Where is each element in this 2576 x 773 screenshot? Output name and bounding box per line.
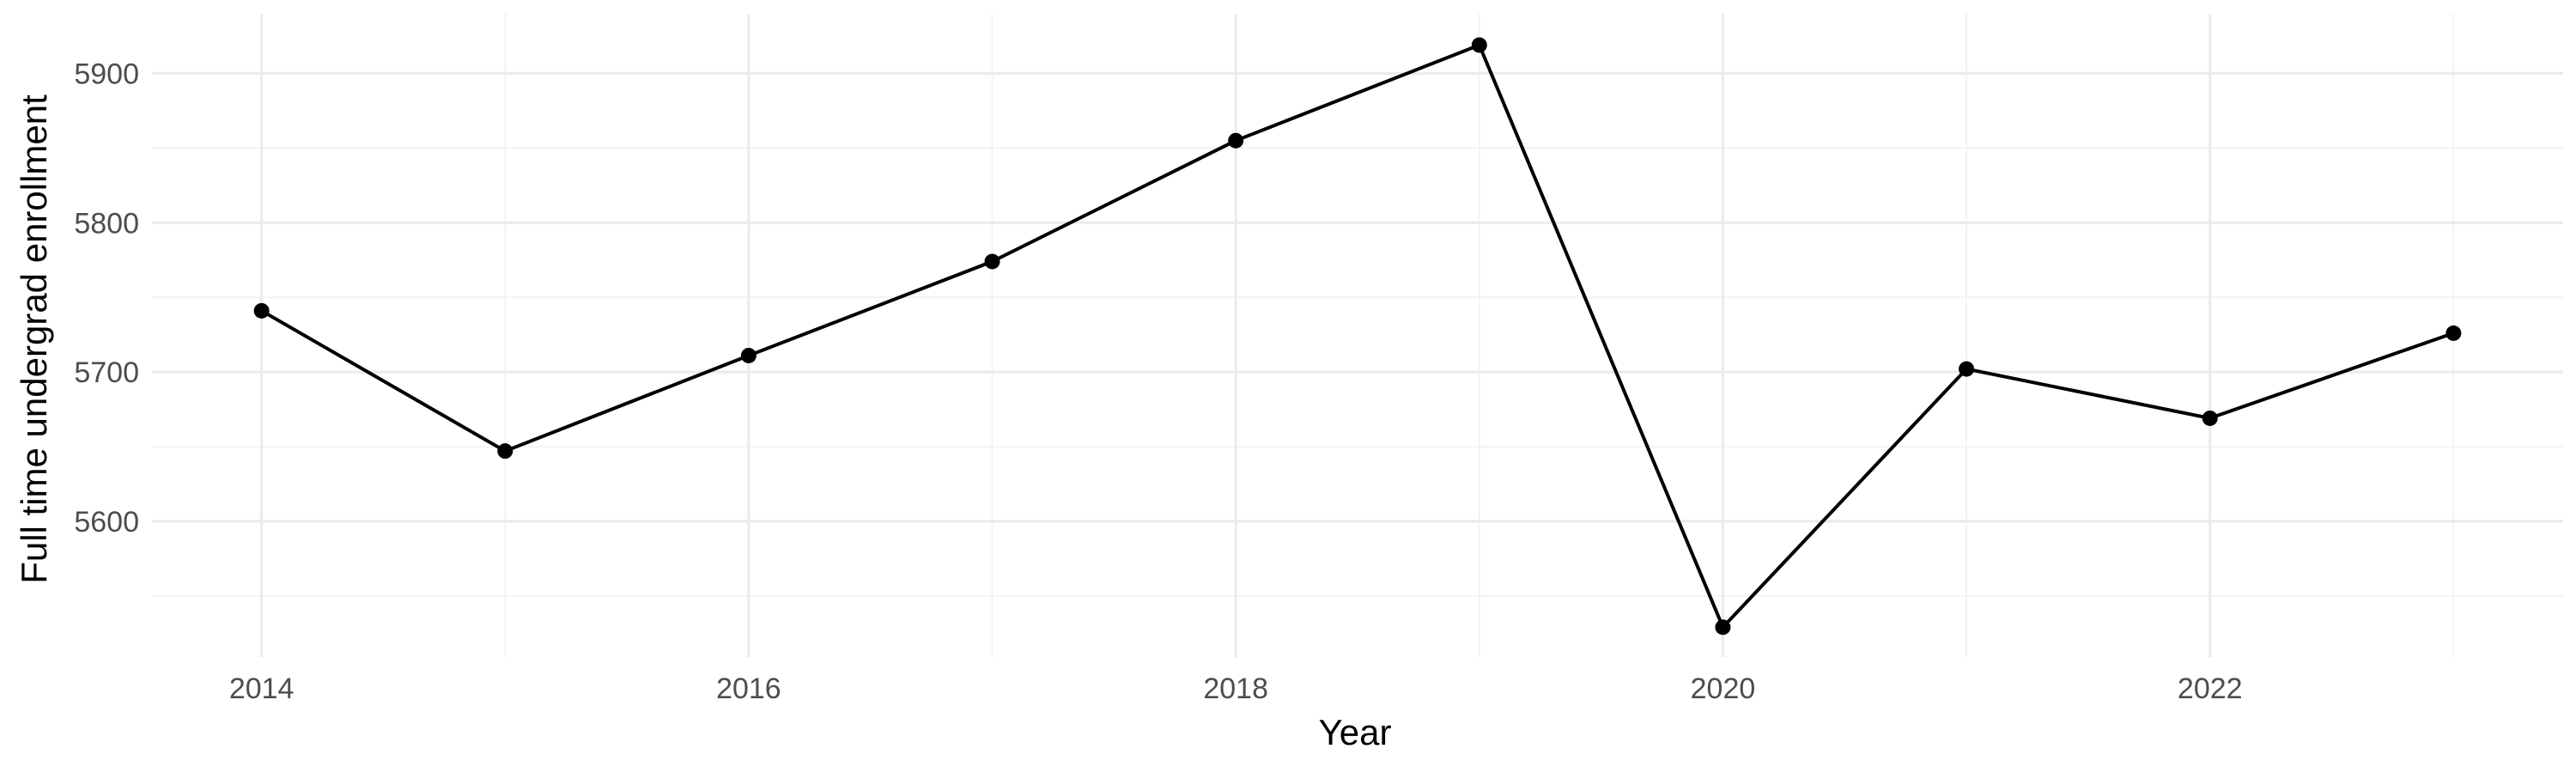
x-tick-label: 2014 xyxy=(229,673,295,705)
data-point xyxy=(2202,410,2218,426)
data-point xyxy=(1228,132,1244,149)
data-point xyxy=(1715,619,1731,636)
x-tick-label: 2016 xyxy=(716,673,781,705)
y-tick-label: 5600 xyxy=(74,506,139,539)
x-axis-title: Year xyxy=(1319,712,1392,752)
y-tick-label: 5800 xyxy=(74,207,139,240)
data-point xyxy=(1959,361,1975,377)
x-tick-label: 2018 xyxy=(1203,673,1268,705)
series-layer xyxy=(253,37,2462,636)
x-tick-label: 2020 xyxy=(1691,673,1756,705)
data-point xyxy=(497,443,513,460)
y-axis-title: Full time undergrad enrollment xyxy=(14,94,54,584)
y-tick-label: 5700 xyxy=(74,356,139,389)
data-point xyxy=(740,347,756,363)
x-axis-ticks: 2014 2016 2018 2020 2022 xyxy=(229,673,2243,705)
series-line xyxy=(260,43,2455,630)
grid-layer xyxy=(152,14,2563,657)
data-point xyxy=(984,253,1000,270)
y-tick-label: 5900 xyxy=(74,58,139,91)
x-tick-label: 2022 xyxy=(2178,673,2243,705)
y-axis-ticks: 5600 5700 5800 5900 xyxy=(74,58,139,539)
data-point xyxy=(1471,37,1487,53)
data-point xyxy=(253,302,270,319)
data-point xyxy=(2445,325,2462,341)
